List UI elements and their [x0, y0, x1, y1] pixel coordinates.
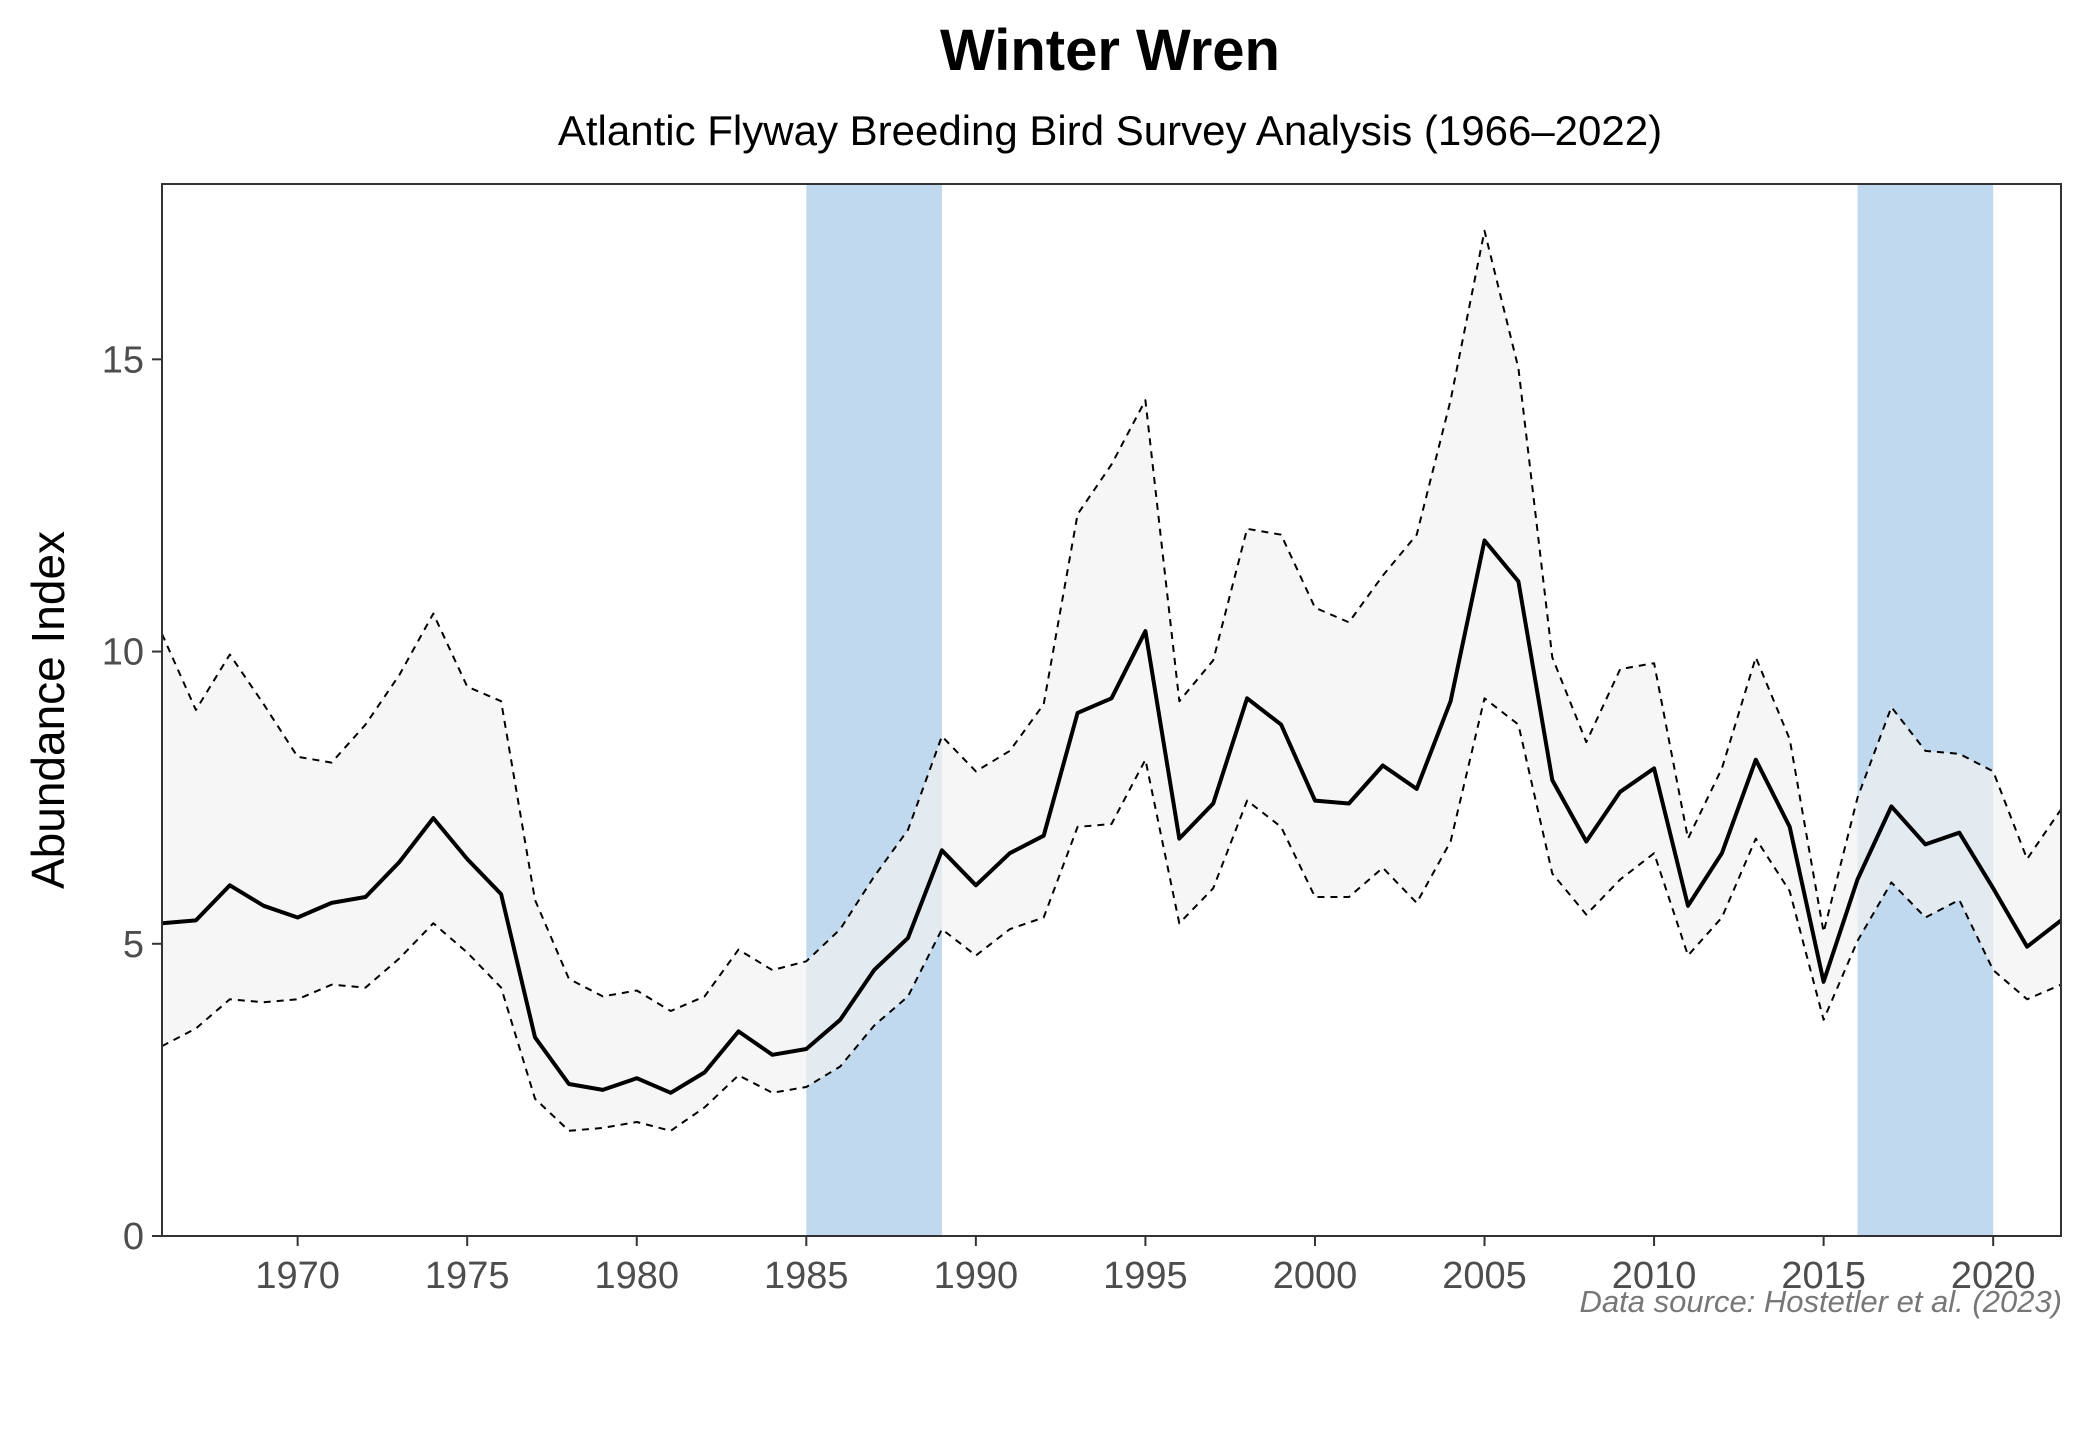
x-tick-label-2020: 2020	[1951, 1255, 2036, 1297]
y-tick-label-15: 15	[102, 339, 144, 381]
x-tick-label-1985: 1985	[764, 1255, 849, 1297]
x-tick-label-2005: 2005	[1442, 1255, 1527, 1297]
y-axis-title: Abundance Index	[22, 531, 74, 889]
x-tick-label-1995: 1995	[1103, 1255, 1188, 1297]
y-axis: 0 5 10 15	[102, 339, 162, 1258]
x-tick-label-1990: 1990	[934, 1255, 1019, 1297]
x-tick-label-2010: 2010	[1612, 1255, 1697, 1297]
x-tick-label-1970: 1970	[255, 1255, 340, 1297]
panel-border	[161, 183, 2062, 1237]
abundance-index-line	[161, 538, 2063, 1095]
highlight-band-1985-1989	[806, 184, 942, 1236]
chart-title: Winter Wren	[940, 18, 1280, 83]
credible-interval-ribbon	[162, 230, 2061, 1131]
y-tick-label-5: 5	[123, 924, 144, 966]
highlight-band-2016-2020	[1857, 184, 1994, 1236]
x-axis: 1970 1975 1980 1985 1990 1995 2000 2005 2010 2015…	[255, 1236, 2035, 1297]
y-tick-label-10: 10	[102, 632, 144, 674]
x-tick-label-1980: 1980	[594, 1255, 679, 1297]
plot-area	[161, 183, 2063, 1237]
x-tick-label-2015: 2015	[1781, 1255, 1866, 1297]
x-tick-label-2000: 2000	[1273, 1255, 1358, 1297]
chart-subtitle: Atlantic Flyway Breeding Bird Survey Ana…	[558, 107, 1662, 154]
data-source-caption: Data source: Hostetler et al. (2023)	[1580, 1284, 2062, 1319]
y-tick-label-0: 0	[123, 1216, 144, 1258]
x-tick-label-1975: 1975	[425, 1255, 510, 1297]
upper-credible-limit-line	[161, 229, 2062, 1012]
lower-credible-limit-line	[161, 697, 2062, 1132]
